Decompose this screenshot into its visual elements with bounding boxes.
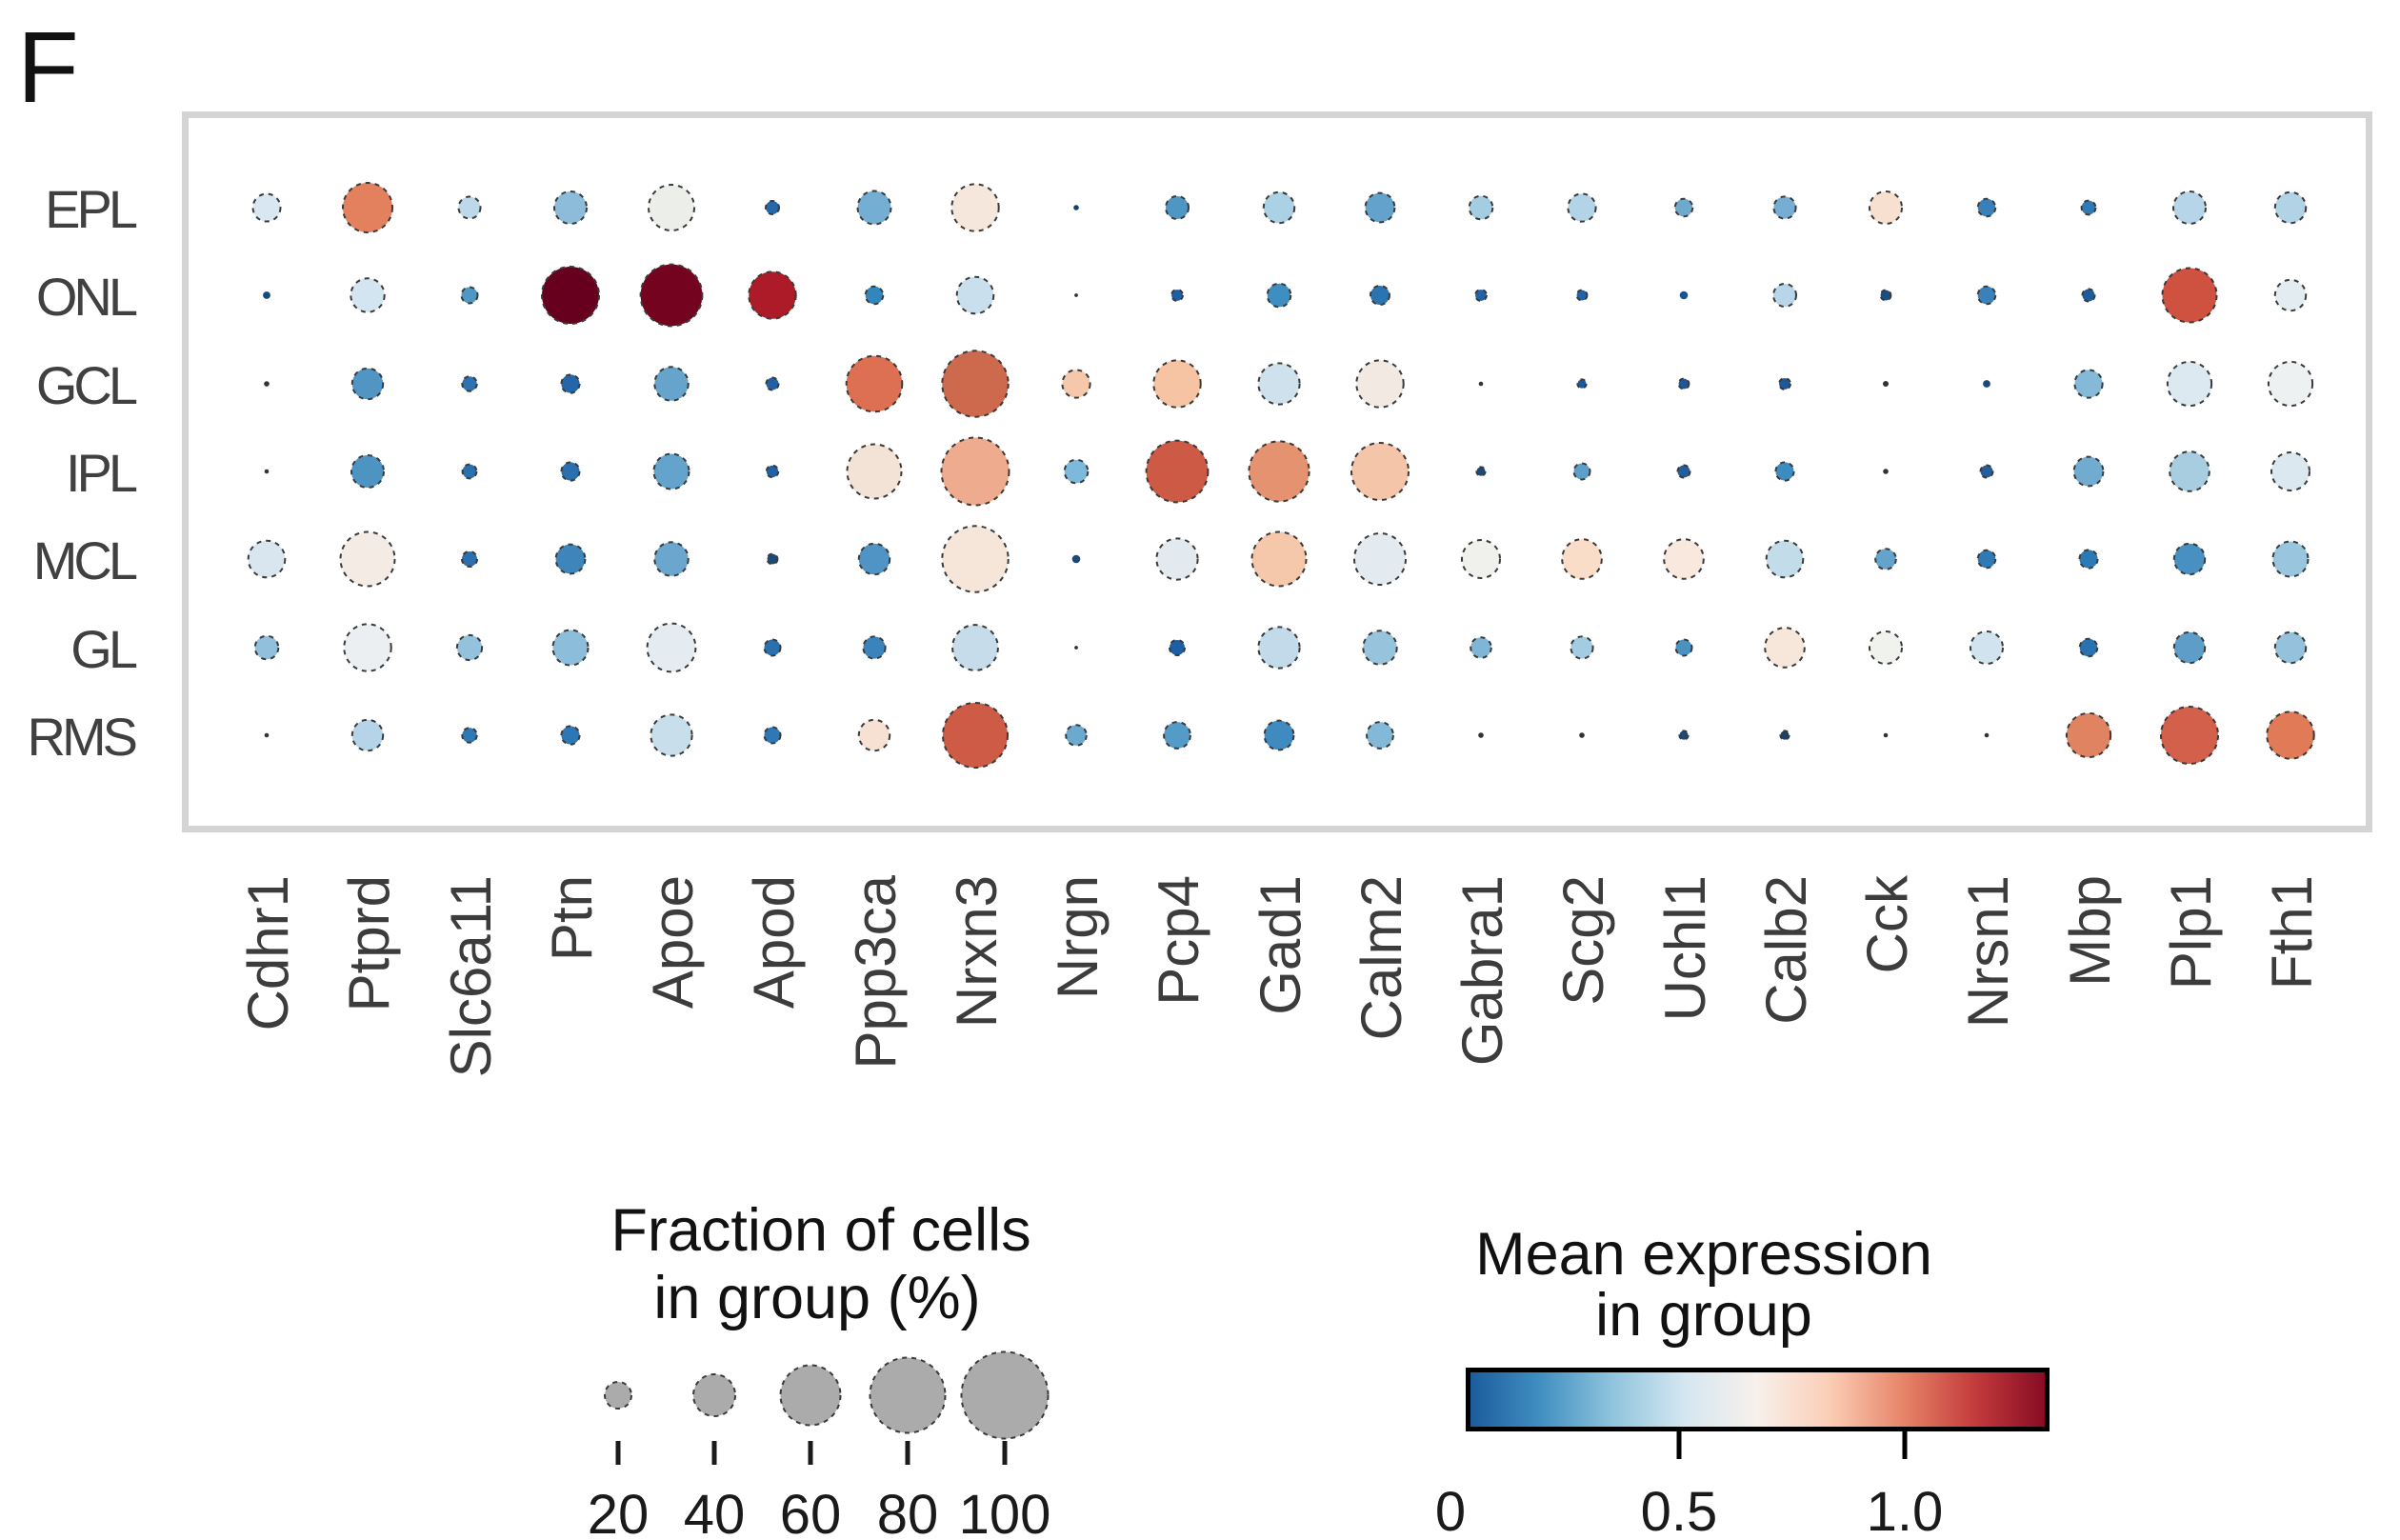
- svg-text:60: 60: [780, 1484, 842, 1540]
- svg-text:IPL: IPL: [66, 443, 137, 503]
- svg-text:20: 20: [588, 1484, 650, 1540]
- svg-text:0: 0: [1435, 1481, 1466, 1540]
- svg-text:Calb2: Calb2: [1754, 875, 1818, 1025]
- svg-text:Uchl1: Uchl1: [1653, 875, 1717, 1021]
- svg-text:Pcp4: Pcp4: [1147, 875, 1210, 1006]
- svg-text:Scg2: Scg2: [1551, 875, 1615, 1006]
- svg-text:Gad1: Gad1: [1249, 875, 1312, 1015]
- svg-text:Fth1: Fth1: [2260, 875, 2324, 990]
- svg-text:Ptprd: Ptprd: [337, 875, 401, 1011]
- svg-text:RMS: RMS: [28, 707, 136, 767]
- svg-text:Mbp: Mbp: [2058, 875, 2122, 987]
- svg-text:Apod: Apod: [742, 875, 806, 1009]
- svg-text:Ppp3ca: Ppp3ca: [844, 874, 908, 1069]
- svg-text:GCL: GCL: [36, 355, 137, 415]
- svg-text:Nrxn3: Nrxn3: [945, 875, 1009, 1028]
- svg-text:Nrsn1: Nrsn1: [1956, 875, 2020, 1028]
- svg-text:Apoe: Apoe: [641, 875, 705, 1009]
- svg-text:GL: GL: [70, 619, 137, 679]
- svg-text:ONL: ONL: [36, 267, 137, 327]
- svg-text:1.0: 1.0: [1867, 1481, 1944, 1540]
- svg-text:Plp1: Plp1: [2159, 875, 2223, 990]
- svg-text:Mean expression: Mean expression: [1475, 1221, 1932, 1288]
- svg-text:40: 40: [684, 1484, 746, 1540]
- svg-text:Cdhr1: Cdhr1: [236, 875, 300, 1030]
- svg-text:EPL: EPL: [45, 179, 137, 239]
- svg-text:Cck: Cck: [1855, 874, 1919, 973]
- svg-text:Slc6a11: Slc6a11: [439, 875, 503, 1077]
- svg-text:Calm2: Calm2: [1350, 875, 1413, 1040]
- svg-text:Fraction of cells: Fraction of cells: [610, 1197, 1030, 1264]
- svg-text:0.5: 0.5: [1641, 1481, 1718, 1540]
- svg-text:Gabra1: Gabra1: [1450, 875, 1514, 1066]
- svg-text:Nrgn: Nrgn: [1046, 875, 1110, 999]
- svg-text:80: 80: [877, 1484, 939, 1540]
- svg-text:100: 100: [959, 1484, 1051, 1540]
- svg-text:MCL: MCL: [33, 530, 137, 590]
- svg-text:Ptn: Ptn: [540, 875, 604, 961]
- svg-text:F: F: [17, 11, 79, 124]
- svg-text:in group: in group: [1595, 1282, 1812, 1349]
- svg-text:in group (%): in group (%): [653, 1265, 980, 1331]
